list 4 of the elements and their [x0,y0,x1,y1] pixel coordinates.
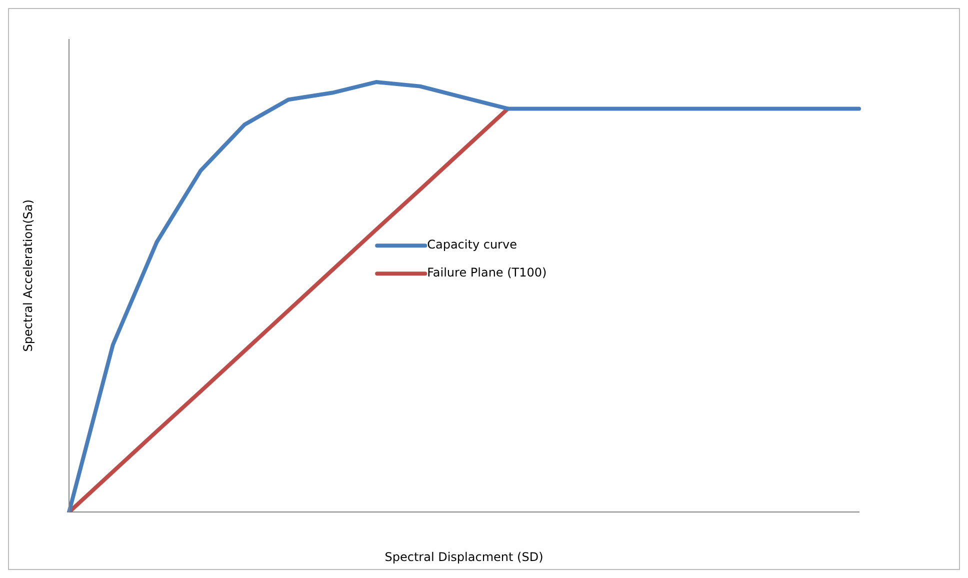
y-axis-title: Spectral Acceleration(Sa) [21,199,36,352]
x-axis-title: Spectral Displacment (SD) [384,550,544,564]
legend-label: Capacity curve [427,238,517,252]
legend-label: Failure Plane (T100) [427,266,547,280]
